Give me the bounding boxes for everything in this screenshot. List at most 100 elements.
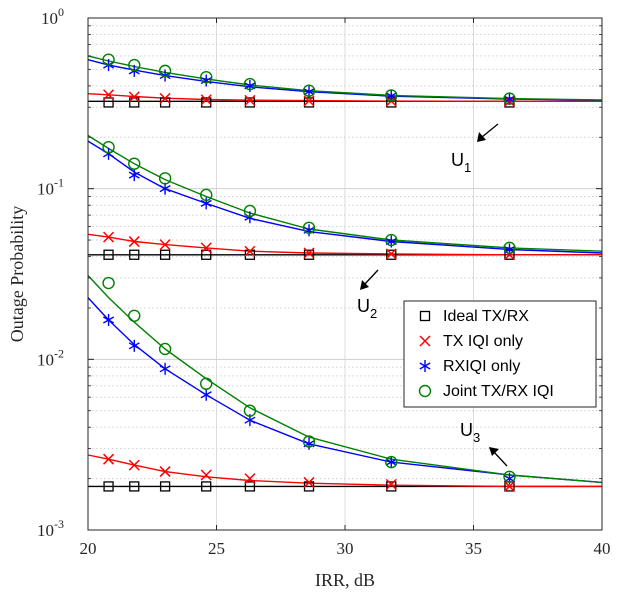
- data-point: [385, 89, 398, 102]
- data-point: [200, 377, 213, 390]
- curve-u3-tx: [87, 454, 602, 488]
- data-point: [159, 249, 171, 260]
- annotation-u2-arrowhead: [360, 280, 369, 290]
- data-point: [128, 236, 140, 248]
- data-point: [159, 69, 171, 82]
- legend-entry: TX IQI only: [419, 333, 523, 350]
- y-tick-label: 10-1: [37, 176, 64, 199]
- legend: Ideal TX/RX TX IQI only RXIQI only Joint TX…: [403, 300, 597, 408]
- annotation-u2: U2: [357, 269, 379, 321]
- data-point: [128, 339, 140, 352]
- curve-u2-joint: [87, 134, 603, 252]
- legend-label: RXIQI only: [443, 358, 520, 375]
- axis-ticks: [87, 17, 603, 531]
- data-point: [158, 64, 172, 78]
- data-point: [302, 84, 316, 97]
- data-point: [128, 169, 140, 182]
- data-point: [159, 92, 171, 104]
- data-point: [128, 309, 141, 322]
- data-point: [303, 249, 315, 260]
- x-tick-label: 25: [208, 539, 225, 558]
- x-tick-label: 30: [337, 539, 354, 558]
- annotation-u3-arrow: [492, 450, 508, 467]
- data-point: [103, 231, 115, 243]
- data-point: [243, 204, 257, 218]
- annotation-u1-arrowhead: [477, 132, 486, 142]
- data-point: [244, 481, 256, 492]
- markers-u3-tx: [103, 453, 516, 492]
- curve-u2-rx: [87, 140, 603, 254]
- data-point: [503, 92, 516, 105]
- y-tick-label: 10-2: [37, 346, 64, 369]
- data-point: [200, 70, 213, 84]
- x-axis-label: IRR, dB: [315, 570, 375, 590]
- data-point: [200, 242, 212, 254]
- data-point: [200, 74, 212, 87]
- data-point: [128, 157, 141, 170]
- annotation-u2-label: U2: [357, 296, 377, 321]
- legend-marker: [419, 310, 431, 322]
- curve-u2-tx: [87, 233, 602, 256]
- data-point: [385, 455, 398, 469]
- data-point: [200, 469, 212, 481]
- data-point: [129, 481, 140, 492]
- annotation-u1-arrow: [481, 123, 499, 138]
- data-point: [102, 276, 115, 290]
- data-point: [102, 140, 115, 154]
- legend-entry: RXIQI only: [419, 358, 520, 375]
- data-point: [503, 480, 516, 492]
- data-point: [385, 456, 397, 469]
- y-tick-label: 10-3: [37, 517, 64, 540]
- data-point: [244, 473, 256, 485]
- y-axis-label: Outage Probability: [7, 206, 27, 342]
- annotation-u1: U1: [451, 123, 499, 175]
- data-point: [103, 314, 115, 327]
- data-point: [159, 239, 171, 251]
- axis-tick-labels: 20 25 30 35 40 10-3 10-2 10-1 100: [37, 5, 611, 558]
- data-point: [158, 172, 172, 185]
- data-point: [385, 248, 397, 260]
- data-point: [129, 249, 140, 260]
- annotation-u2-arrow: [363, 269, 379, 286]
- data-point: [201, 97, 212, 108]
- data-point: [503, 93, 516, 106]
- data-point: [159, 481, 171, 492]
- legend-label: TX IQI only: [443, 333, 523, 350]
- data-point: [386, 481, 397, 492]
- curve-u3-joint: [87, 275, 603, 484]
- data-point: [103, 453, 115, 465]
- series-markers: [102, 53, 516, 492]
- data-point: [201, 249, 212, 260]
- x-tick-label: 20: [80, 539, 97, 558]
- data-point: [302, 435, 316, 448]
- data-point: [103, 249, 114, 260]
- data-point: [158, 342, 172, 356]
- data-point: [128, 58, 141, 72]
- data-point: [302, 221, 316, 234]
- legend-marker: [419, 360, 431, 372]
- markers-u2-joint: [102, 140, 516, 255]
- data-point: [385, 89, 397, 102]
- data-point: [200, 388, 212, 401]
- data-point: [103, 481, 114, 492]
- data-point: [103, 89, 115, 101]
- curve-u1-tx: [87, 93, 602, 103]
- data-point: [243, 404, 257, 417]
- data-point: [129, 97, 140, 108]
- data-point: [303, 95, 315, 107]
- series-curves: [87, 55, 603, 488]
- data-point: [385, 233, 398, 247]
- data-point: [159, 362, 171, 375]
- data-point: [128, 459, 140, 471]
- legend-label: Ideal TX/RX: [443, 308, 529, 325]
- data-point: [503, 470, 516, 483]
- markers-u3-ideal: [103, 481, 515, 492]
- x-tick-label: 40: [594, 539, 611, 558]
- legend-entry: Ideal TX/RX: [419, 308, 529, 325]
- legend-marker: [419, 335, 431, 347]
- data-point: [303, 97, 315, 108]
- data-point: [159, 182, 171, 195]
- data-point: [103, 97, 114, 108]
- data-point: [303, 247, 315, 259]
